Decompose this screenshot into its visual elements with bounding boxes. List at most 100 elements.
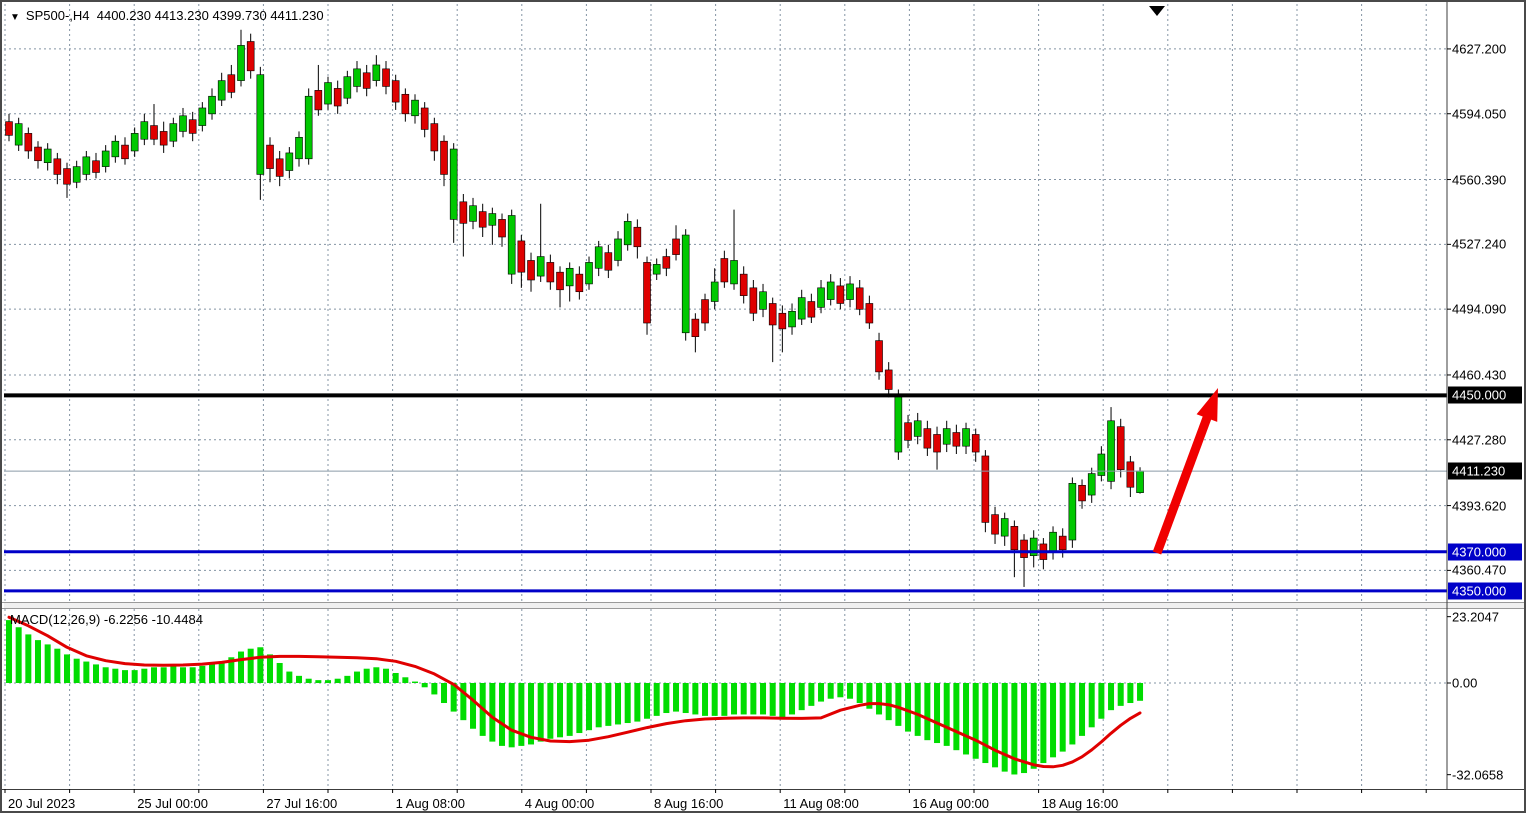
macd-histogram-bar <box>1069 683 1076 745</box>
pane-splitter[interactable] <box>4 602 1526 609</box>
candle-bullish <box>1049 531 1057 553</box>
candle-bearish <box>92 160 100 173</box>
macd-histogram-bar <box>895 683 902 726</box>
time-tick-label: 18 Aug 16:00 <box>1041 796 1119 811</box>
candle-bearish <box>691 318 700 338</box>
macd-histogram-bar <box>93 664 100 683</box>
macd-histogram-bar <box>1108 683 1115 711</box>
macd-histogram-bar <box>267 654 274 683</box>
candle-bullish <box>1068 483 1077 541</box>
macd-histogram-bar <box>779 683 786 718</box>
candle-bearish <box>633 226 642 248</box>
macd-histogram-bar <box>6 620 12 683</box>
candle-bearish <box>5 121 13 136</box>
candle-bearish <box>778 312 787 330</box>
macd-histogram-bar <box>702 683 709 716</box>
macd-histogram-bar <box>682 683 689 714</box>
macd-tick-label: -32.0658 <box>1452 767 1504 783</box>
macd-histogram-bar <box>624 683 631 724</box>
macd-histogram-bar <box>595 683 602 728</box>
candle-bearish <box>527 260 535 281</box>
candle-bearish <box>875 340 883 373</box>
candle-bearish <box>420 107 429 130</box>
macd-histogram-bar <box>141 668 148 683</box>
candle-bullish <box>1029 537 1038 556</box>
time-tick-label: 16 Aug 00:00 <box>912 796 990 811</box>
macd-histogram-bar <box>238 651 245 683</box>
candle-bearish <box>478 211 487 228</box>
candle-bearish <box>314 90 323 111</box>
candle-bearish <box>159 131 168 146</box>
trend-arrow-head[interactable] <box>1196 388 1218 422</box>
macd-histogram-bar <box>122 670 129 683</box>
candle-bullish <box>256 74 265 175</box>
candle-bearish <box>884 369 893 390</box>
candle-bullish <box>208 95 216 115</box>
macd-histogram-bar <box>189 667 196 683</box>
macd-histogram-bar <box>334 678 341 683</box>
candle-bearish <box>855 287 864 310</box>
macd-histogram-bar <box>218 662 225 683</box>
macd-histogram-bar <box>576 683 583 734</box>
macd-histogram-bar <box>83 661 90 683</box>
macd-histogram-bar <box>992 683 999 768</box>
candle-bullish <box>614 238 622 261</box>
expand-arrow-icon[interactable]: ▼ <box>10 12 20 23</box>
price-tick-label: 4527.240 <box>1452 236 1507 252</box>
macd-histogram-bar <box>808 683 815 706</box>
symbol-ohlc-header: ▼ SP500-,H4 4400.230 4413.230 4399.730 44… <box>10 8 324 23</box>
macd-histogram-bar <box>102 667 109 683</box>
macd-histogram-bar <box>1137 683 1144 701</box>
candle-bearish <box>952 432 961 447</box>
price-badge: 4370.000 <box>1448 543 1522 561</box>
candle-bullish <box>343 76 352 99</box>
ohlc-close: 4411.230 <box>270 8 324 23</box>
candle-bullish <box>285 152 294 171</box>
candle-bearish <box>1078 484 1086 502</box>
macd-histogram-bar <box>847 683 854 699</box>
macd-histogram-bar <box>634 683 641 722</box>
macd-histogram-bar <box>963 683 970 755</box>
candle-bullish <box>913 420 922 437</box>
candle-bullish <box>449 148 458 220</box>
candle-bearish <box>459 201 468 224</box>
macd-histogram-bar <box>170 665 177 683</box>
candle-bullish <box>140 121 149 140</box>
macd-histogram-bar <box>972 683 979 759</box>
macd-histogram-bar <box>383 668 390 683</box>
candle-bearish <box>24 133 33 152</box>
chart-shift-marker-icon[interactable] <box>1149 6 1165 16</box>
candle-bullish <box>130 133 139 152</box>
macd-histogram-bar <box>653 683 660 716</box>
candle-bullish <box>730 260 738 285</box>
price-tick-label: 4460.430 <box>1452 367 1507 383</box>
price-badge: 4411.230 <box>1448 462 1522 480</box>
candle-bullish <box>962 428 970 447</box>
macd-histogram-bar <box>1021 683 1028 774</box>
macd-tick-label: 0.00 <box>1452 675 1478 691</box>
candle-bullish <box>111 140 120 158</box>
candle-bullish <box>894 395 903 453</box>
candle-bearish <box>275 158 284 177</box>
macd-histogram-bar <box>750 683 757 715</box>
macd-histogram-bar <box>711 683 718 716</box>
macd-histogram-bar <box>460 683 467 721</box>
macd-histogram-bar <box>112 668 119 683</box>
candle-bearish <box>768 303 777 326</box>
macd-histogram-bar <box>731 683 738 715</box>
macd-histogram-bar <box>769 683 776 716</box>
ohlc-high: 4413.230 <box>154 8 209 23</box>
time-tick-label: 27 Jul 16:00 <box>266 796 338 811</box>
candle-bearish <box>382 68 390 87</box>
candle-bearish <box>517 240 526 273</box>
macd-histogram-bar <box>508 683 515 748</box>
trend-arrow-shaft[interactable] <box>1152 410 1214 555</box>
macd-histogram-bar <box>470 683 477 729</box>
macd-histogram-bar <box>1127 683 1134 704</box>
macd-histogram-bar <box>180 667 187 683</box>
candle-bearish <box>498 219 506 238</box>
candle-bearish <box>121 144 129 160</box>
candle-bullish <box>710 281 719 302</box>
macd-histogram-bar <box>247 648 254 683</box>
